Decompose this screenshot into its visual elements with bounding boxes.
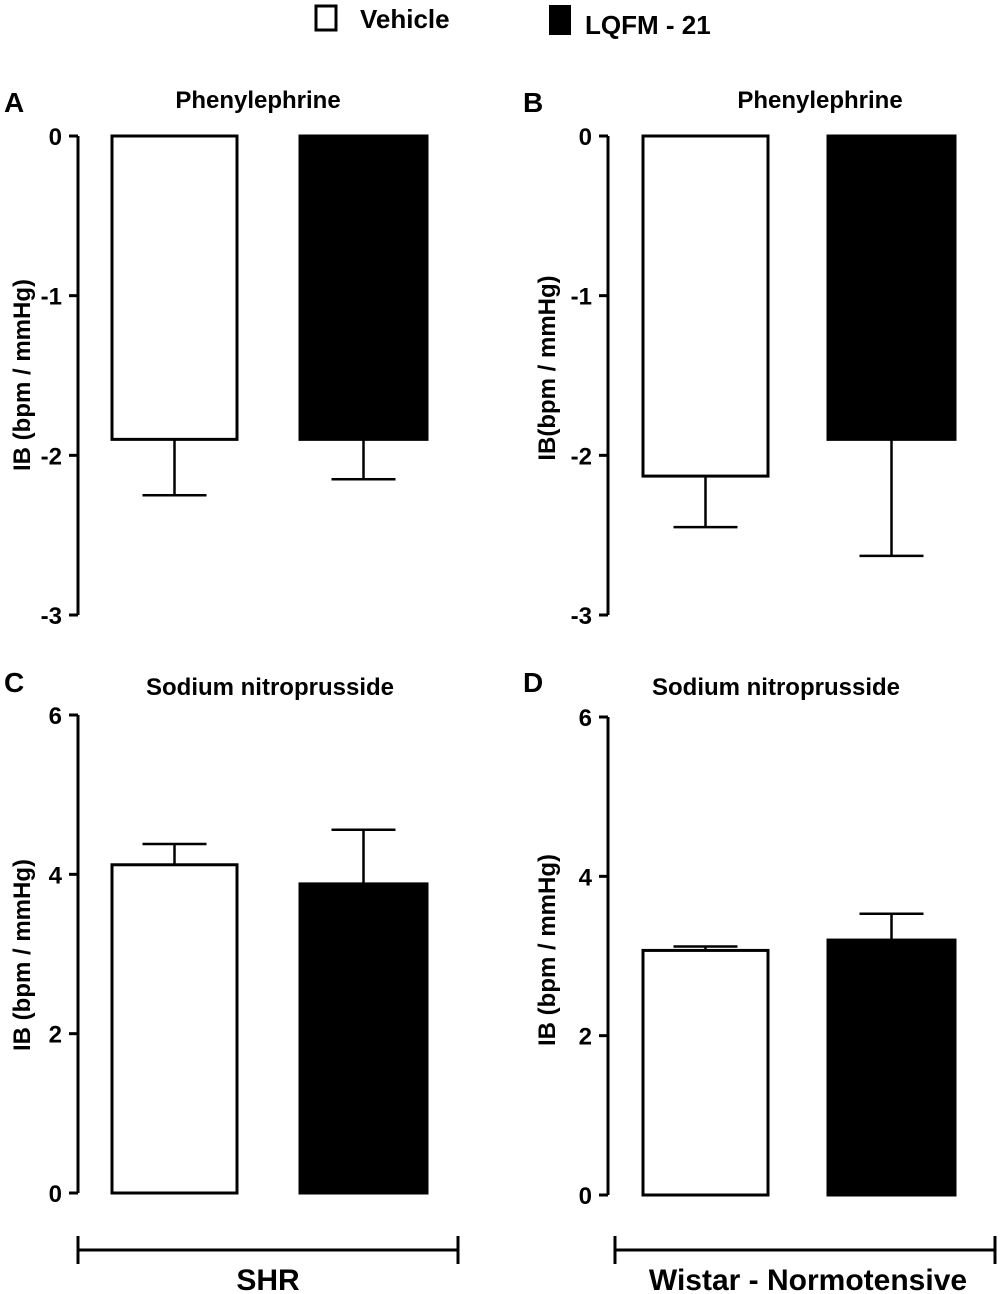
y-tick-label: 4 (579, 864, 593, 891)
panel-letter: A (4, 87, 24, 118)
y-tick-label: 0 (579, 1183, 592, 1210)
y-axis-label: IB(bpm / mmHg) (534, 275, 561, 460)
group-bracket-right: Wistar - Normotensive (613, 1236, 997, 1294)
y-axis-label: IB (bpm / mmHg) (9, 279, 36, 471)
panel-title: Phenylephrine (737, 87, 902, 114)
bar-lqfm-21 (826, 938, 957, 1197)
legend-swatch-vehicle (314, 4, 338, 32)
bar-vehicle (110, 134, 239, 441)
bar-vehicle (641, 134, 770, 478)
panel-letter: B (523, 87, 543, 118)
y-tick-label: 4 (49, 862, 63, 889)
y-tick-label: -3 (571, 603, 592, 630)
panel-title: Sodium nitroprusside (652, 674, 900, 701)
y-tick-label: -2 (571, 443, 592, 470)
bar-lqfm-21 (826, 134, 957, 441)
panel-c: C Sodium nitroprusside IB (bpm / mmHg) 0 2 4 6 (4, 667, 429, 1208)
y-axis-label: IB (bpm / mmHg) (534, 854, 561, 1046)
y-axis-label: IB (bpm / mmHg) (9, 859, 36, 1051)
legend-label-vehicle: Vehicle (360, 4, 450, 34)
y-tick-label: -3 (41, 603, 62, 630)
legend: Vehicle LQFM - 21 (314, 4, 711, 40)
group-label-wistar: Wistar - Normotensive (649, 1264, 967, 1294)
panel-letter: D (523, 667, 543, 698)
y-tick-label: 6 (579, 705, 592, 732)
group-label-shr: SHR (236, 1264, 300, 1294)
panel-b: B Phenylephrine IB(bpm / mmHg) 0 -1 -2 -3 (523, 87, 957, 630)
y-tick-label: -1 (571, 284, 592, 311)
y-tick-label: 2 (579, 1024, 592, 1051)
bar-vehicle (641, 948, 770, 1197)
panel-letter: C (4, 667, 24, 698)
panel-a: A Phenylephrine IB (bpm / mmHg) 0 -1 -2 -3 (4, 87, 429, 630)
panel-title: Sodium nitroprusside (146, 674, 394, 701)
group-bracket-left: SHR (76, 1236, 460, 1294)
bar-lqfm-21 (298, 882, 429, 1195)
bar-vehicle (110, 863, 239, 1195)
panel-d: D Sodium nitroprusside IB (bpm / mmHg) 0 2 4 6 (523, 667, 957, 1210)
legend-swatch-lqfm (549, 5, 571, 35)
y-tick-label: 0 (579, 124, 592, 151)
y-tick-label: -2 (41, 443, 62, 470)
panel-title: Phenylephrine (175, 87, 340, 114)
y-tick-label: 0 (49, 124, 62, 151)
y-tick-label: 6 (49, 703, 62, 730)
y-tick-label: 2 (49, 1022, 62, 1049)
bar-lqfm-21 (298, 134, 429, 441)
y-tick-label: 0 (49, 1181, 62, 1208)
y-tick-label: -1 (41, 284, 62, 311)
legend-label-lqfm: LQFM - 21 (585, 10, 711, 40)
